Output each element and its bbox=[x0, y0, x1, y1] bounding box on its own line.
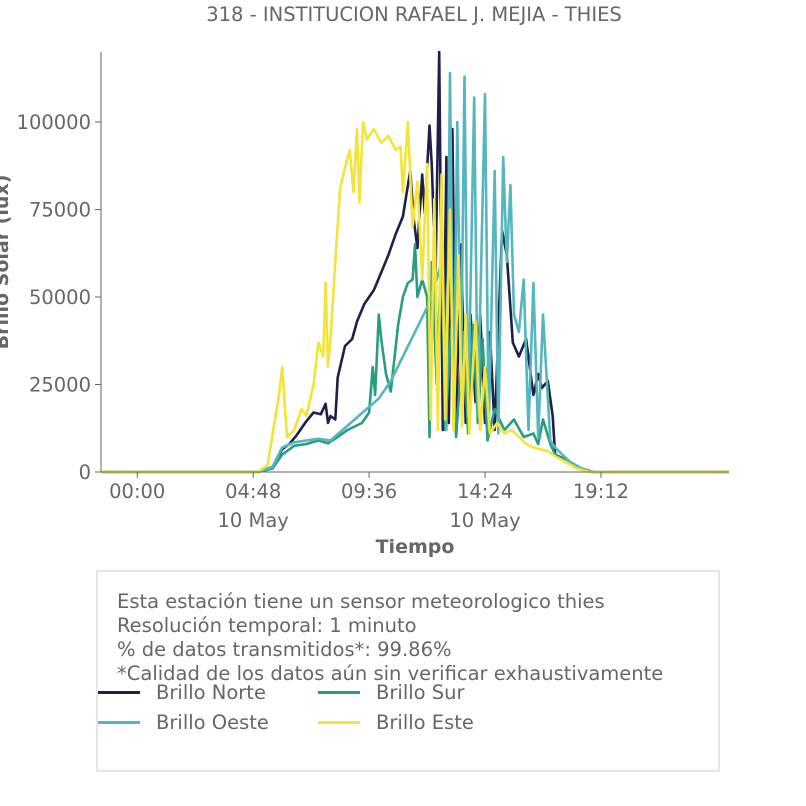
legend-label-brillo-sur: Brillo Sur bbox=[376, 680, 465, 704]
legend-swatch-brillo-oeste bbox=[98, 720, 140, 724]
series-layer bbox=[101, 50, 729, 474]
legend-label-brillo-oeste: Brillo Oeste bbox=[156, 710, 269, 734]
x-tick-label: 00:00 bbox=[109, 480, 165, 503]
legend-item-brillo-norte[interactable]: Brillo Norte bbox=[98, 680, 266, 704]
info-line-station: Esta estación tiene un sensor meteorolog… bbox=[117, 590, 605, 613]
info-line-quality: *Calidad de los datos aún sin verificar … bbox=[117, 662, 664, 685]
x-tick-label: 19:12 bbox=[573, 480, 629, 503]
x-tick-sublabel: 10 May bbox=[449, 509, 520, 532]
legend-item-brillo-este[interactable]: Brillo Este bbox=[318, 710, 474, 734]
y-tick-label: 50000 bbox=[29, 286, 91, 309]
series-line-brillo-sur bbox=[101, 239, 729, 474]
y-tick-label: 100000 bbox=[17, 111, 91, 134]
y-tick-label: 0 bbox=[79, 461, 91, 484]
legend-swatch-brillo-norte bbox=[98, 690, 140, 694]
y-ticks: 0 25000 50000 75000 100000 bbox=[17, 111, 101, 484]
series-line-brillo-oeste bbox=[101, 71, 729, 474]
legend-swatch-brillo-sur bbox=[318, 690, 360, 694]
series-line-brillo-este bbox=[101, 120, 729, 474]
x-tick-label: 09:36 bbox=[341, 480, 397, 503]
legend-item-brillo-oeste[interactable]: Brillo Oeste bbox=[98, 710, 269, 734]
legend-swatch-brillo-este bbox=[318, 720, 360, 724]
legend-label-brillo-norte: Brillo Norte bbox=[156, 680, 266, 704]
x-ticks: 00:00 04:48 10 May 09:36 14:24 10 May 19:12 bbox=[109, 472, 629, 532]
x-tick-sublabel: 10 May bbox=[218, 509, 289, 532]
y-tick-label: 75000 bbox=[29, 199, 91, 222]
info-line-resolution: Resolución temporal: 1 minuto bbox=[117, 614, 417, 637]
legend-label-brillo-este: Brillo Este bbox=[376, 710, 474, 734]
y-axis-label: Brillo Solar (lux) bbox=[0, 175, 13, 350]
legend-item-brillo-sur[interactable]: Brillo Sur bbox=[318, 680, 465, 704]
x-tick-label: 14:24 bbox=[457, 480, 513, 503]
x-tick-label: 04:48 bbox=[225, 480, 281, 503]
legend-box bbox=[96, 570, 720, 772]
line-chart: 318 - INSTITUCION RAFAEL J. MEJIA - THIE… bbox=[0, 3, 729, 558]
x-axis-label: Tiempo bbox=[376, 536, 455, 558]
y-tick-label: 25000 bbox=[29, 374, 91, 397]
info-line-transmitted: % de datos transmitidos*: 99.86% bbox=[117, 638, 452, 661]
chart-title: 318 - INSTITUCION RAFAEL J. MEJIA - THIE… bbox=[206, 3, 622, 26]
